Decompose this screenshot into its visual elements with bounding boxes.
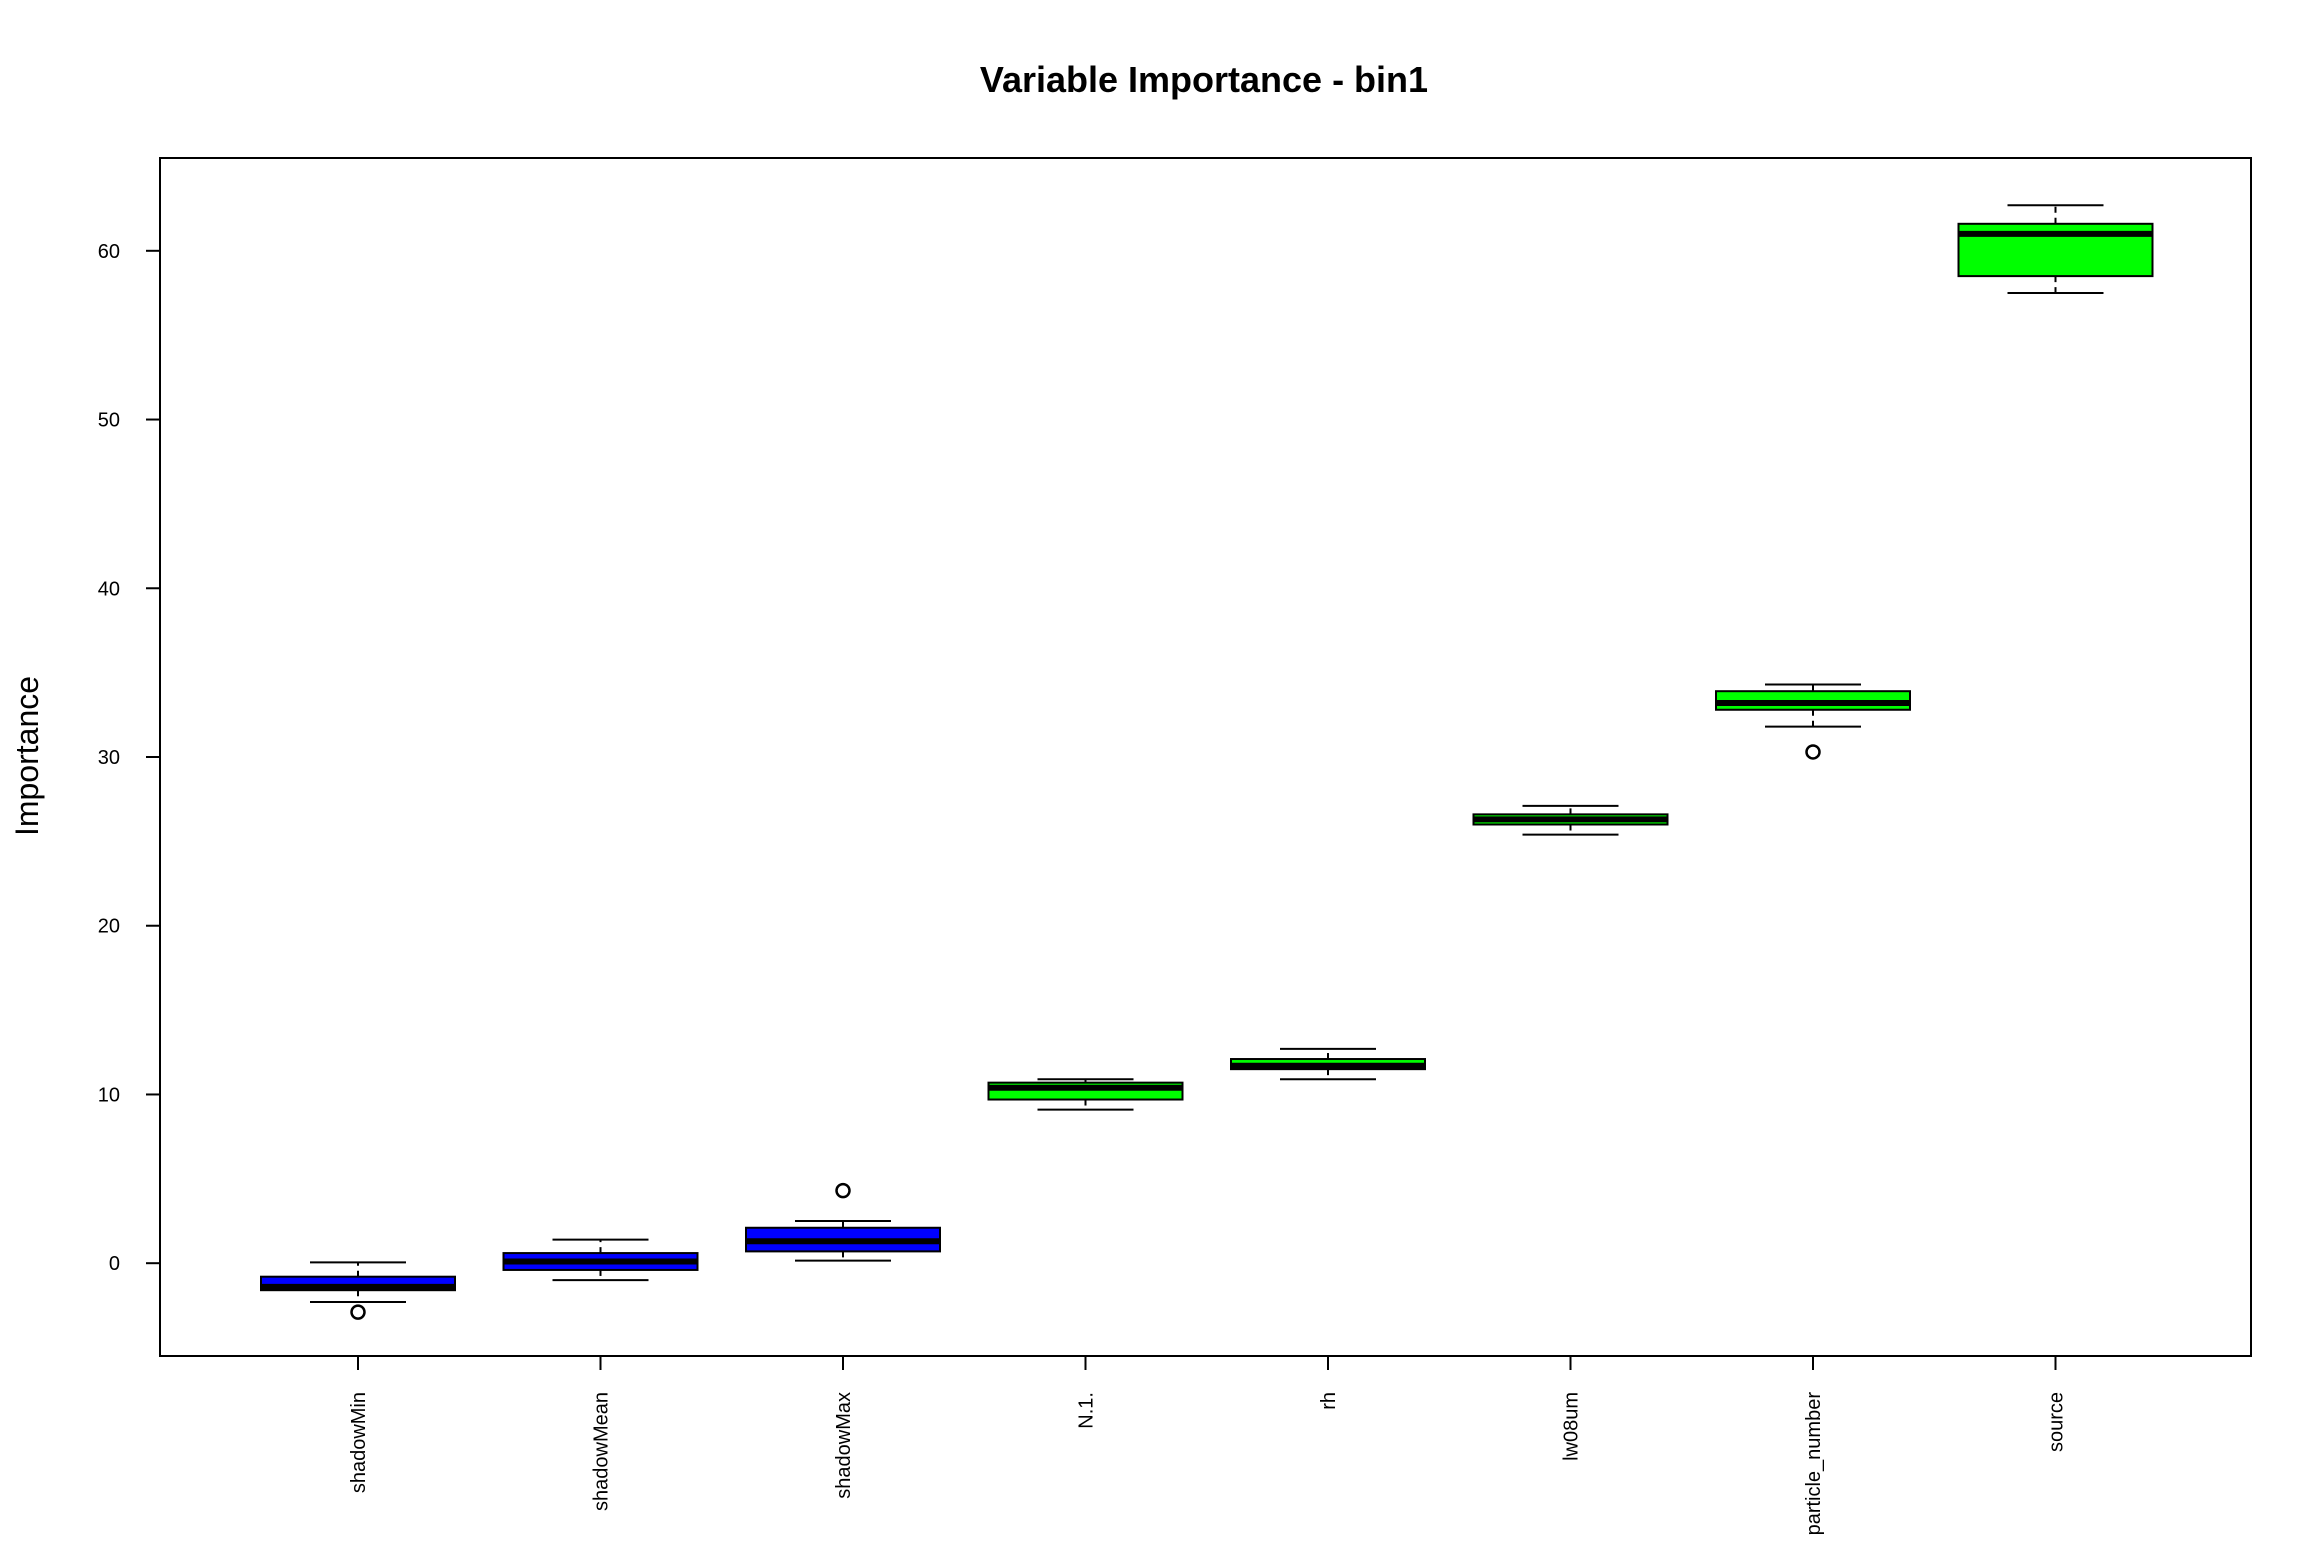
y-axis: 0 10 20 30 40 50 60: [98, 241, 160, 1275]
x-tick-label-0: shadowMin: [348, 1392, 370, 1493]
y-tick-label-2: 20: [98, 916, 120, 938]
box-shadowMean: [502, 1238, 699, 1282]
y-tick-label-5: 50: [98, 410, 120, 432]
box-source: [1957, 204, 2154, 294]
x-tick-label-6: particle_number: [1803, 1392, 1825, 1536]
boxes-layer: [260, 204, 2154, 1320]
x-axis: shadowMin shadowMean shadowMax N.1. rh lw08um…: [348, 1356, 2068, 1535]
x-tick-label-3: N.1.: [1076, 1392, 1098, 1429]
y-tick-label-4: 40: [98, 578, 120, 600]
outlier-point-0: [350, 1304, 366, 1320]
outlier-point-0: [1805, 744, 1821, 760]
box-shadowMax: [745, 1182, 941, 1262]
outlier-point-0: [835, 1182, 851, 1199]
x-tick-label-1: shadowMean: [591, 1392, 613, 1511]
x-tick-label-7: source: [2046, 1392, 2068, 1452]
y-tick-label-6: 60: [98, 241, 120, 263]
y-tick-label-1: 10: [98, 1084, 120, 1106]
box-shadowMin: [260, 1261, 456, 1320]
box-particle_number: [1715, 683, 1911, 760]
x-tick-label-2: shadowMax: [833, 1392, 855, 1499]
box-rh: [1230, 1047, 1426, 1081]
box-lw08um: [1472, 804, 1669, 836]
chart-title: Variable Importance - bin1: [980, 59, 1428, 100]
x-tick-label-4: rh: [1318, 1392, 1340, 1410]
y-tick-label-3: 30: [98, 747, 120, 769]
y-tick-label-0: 0: [109, 1253, 120, 1275]
y-axis-label: Importance: [9, 676, 45, 836]
plot-frame: [159, 157, 2252, 1357]
x-tick-label-5: lw08um: [1561, 1392, 1583, 1461]
box-N.1.: [987, 1078, 1184, 1111]
